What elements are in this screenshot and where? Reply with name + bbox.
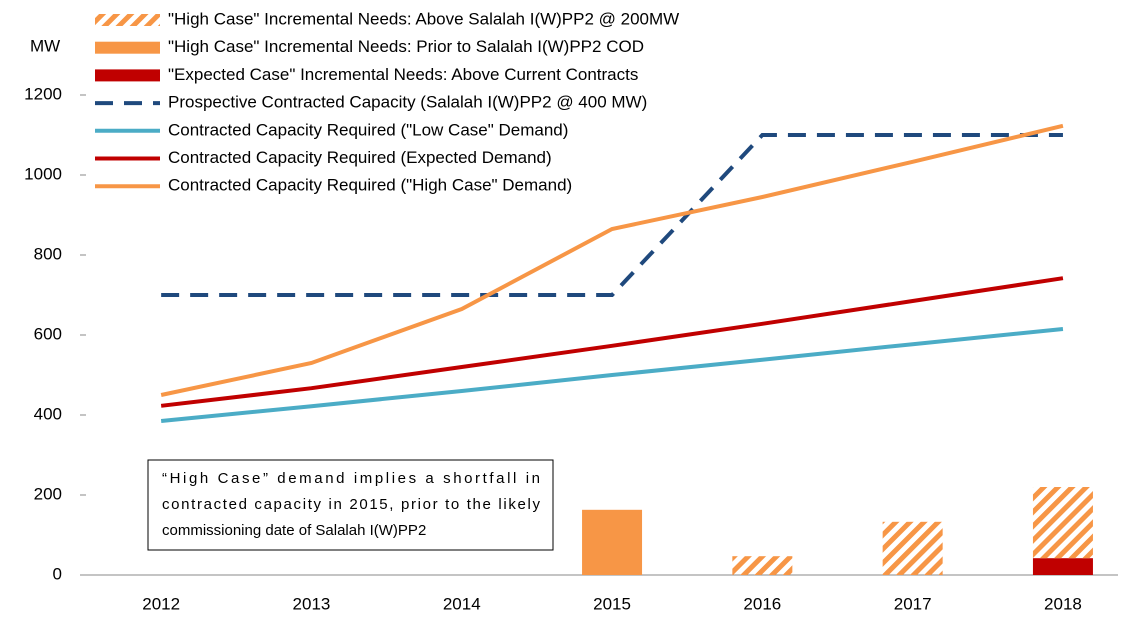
line-series (160, 123, 1064, 397)
x-tick-label: 2013 (293, 594, 331, 613)
legend-label: "Expected Case" Incremental Needs: Above… (168, 65, 638, 84)
bar (582, 509, 643, 575)
legend-label: "High Case" Incremental Needs: Above Sal… (168, 9, 679, 28)
y-tick-label: 200 (34, 484, 62, 503)
y-tick-label: 0 (53, 564, 62, 583)
legend-label: "High Case" Incremental Needs: Prior to … (168, 37, 644, 56)
x-tick-label: 2018 (1044, 594, 1082, 613)
legend-label: Contracted Capacity Required ("High Case… (168, 176, 572, 195)
legend-swatch (95, 41, 160, 54)
x-tick-label: 2012 (142, 594, 180, 613)
annotation-text: “High Case” demand implies a shortfall i… (162, 470, 540, 487)
y-tick-label: 600 (34, 324, 62, 343)
y-tick-label: 800 (34, 244, 62, 263)
line-series (161, 133, 1063, 297)
legend-label: Prospective Contracted Capacity (Salalah… (168, 93, 647, 112)
legend-label: Contracted Capacity Required (Expected D… (168, 148, 552, 167)
x-tick-label: 2016 (743, 594, 781, 613)
annotation-box (147, 459, 554, 551)
x-tick-label: 2014 (443, 594, 481, 613)
bar (882, 521, 943, 575)
y-tick-label: 1200 (24, 84, 62, 103)
line-series (160, 327, 1064, 423)
x-tick-label: 2015 (593, 594, 631, 613)
legend-swatch (95, 14, 160, 26)
annotation-text: contracted capacity in 2015, prior to th… (162, 496, 541, 513)
y-tick-label: 1000 (24, 164, 62, 183)
y-tick-label: 400 (34, 404, 62, 423)
annotation-text: commissioning date of Salalah I(W)PP2 (162, 522, 426, 539)
bar (732, 556, 793, 575)
bar (1032, 558, 1093, 575)
bar (1032, 487, 1093, 559)
legend-swatch (95, 69, 160, 82)
line-series (160, 276, 1064, 408)
x-tick-label: 2017 (894, 594, 932, 613)
legend-label: Contracted Capacity Required ("Low Case"… (168, 120, 568, 139)
y-axis-label: MW (30, 36, 60, 55)
